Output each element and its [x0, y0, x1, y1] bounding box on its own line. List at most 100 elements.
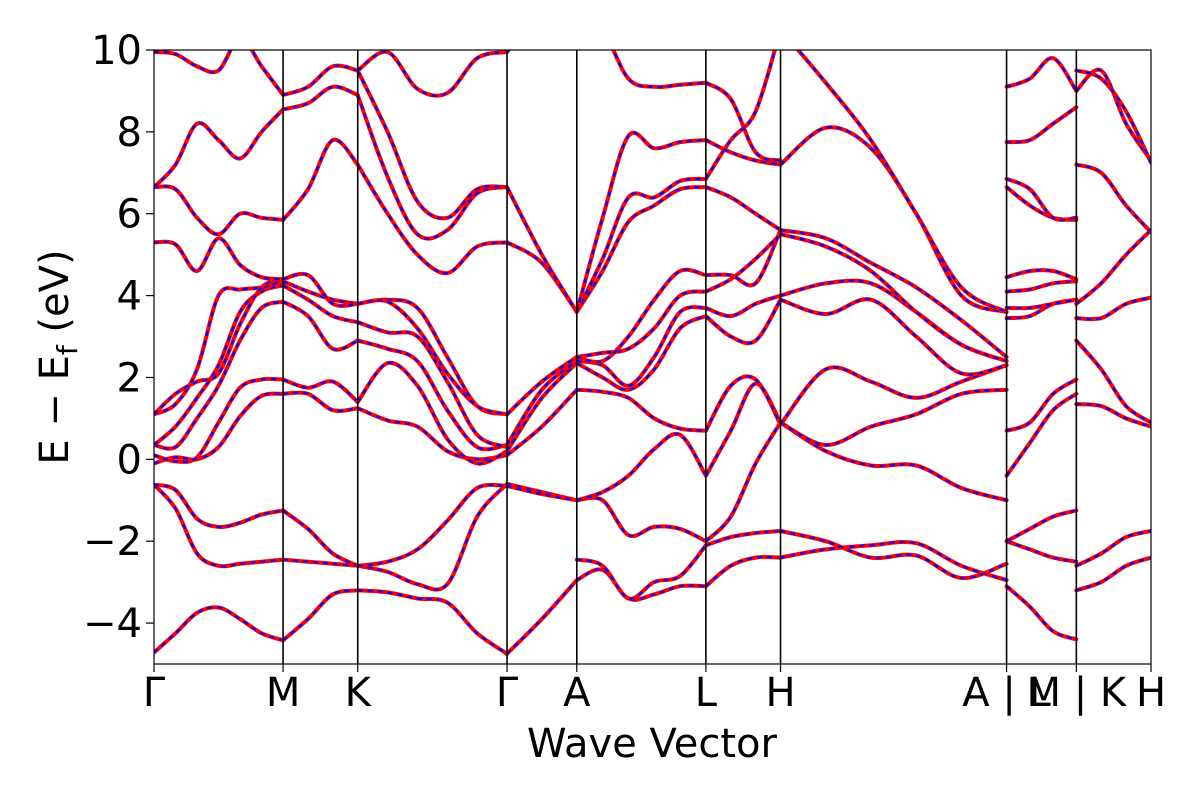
band-line-blue — [705, 299, 782, 345]
band-line-blue — [705, 229, 782, 287]
band-line-red — [505, 50, 511, 54]
band-line-blue — [705, 555, 781, 588]
band-line-blue — [575, 177, 707, 313]
band-line-blue — [1075, 556, 1151, 592]
y-tick-label: 10 — [91, 28, 142, 74]
band-line-blue — [796, 50, 1008, 313]
band-line-red — [574, 543, 708, 601]
band-line-blue — [780, 229, 1008, 358]
high-symmetry-lines — [282, 50, 1078, 664]
y-tick-label: 0 — [117, 437, 142, 483]
band-line-blue — [705, 233, 782, 293]
band-line-blue — [154, 278, 284, 416]
band-line-blue — [282, 284, 358, 324]
band-line-blue — [1006, 540, 1077, 563]
y-tick-label: −4 — [83, 601, 142, 647]
band-line-red — [778, 387, 1009, 447]
band-line-blue — [357, 483, 508, 567]
band-line-blue — [282, 280, 358, 305]
band-line-blue — [506, 484, 578, 502]
band-line-red — [505, 578, 579, 656]
band-line-blue — [282, 558, 358, 567]
band-line-blue — [506, 579, 578, 655]
band-line-blue — [154, 606, 284, 654]
band-line-red — [778, 539, 1009, 583]
band-line-blue — [506, 50, 510, 53]
band-line-blue — [576, 315, 707, 391]
band-line-blue — [506, 360, 578, 446]
band-line-red — [154, 184, 286, 237]
band-line-blue — [282, 300, 359, 351]
x-tick-label: M — [266, 670, 301, 716]
band-line-blue — [356, 361, 508, 465]
band-line-blue — [779, 421, 1007, 502]
band-line-red — [778, 420, 1009, 503]
band-line-blue — [154, 483, 284, 529]
band-line-blue — [282, 509, 359, 567]
band-line-blue — [704, 375, 782, 432]
band-line-blue — [705, 186, 782, 232]
band-line-red — [154, 50, 286, 97]
band-line-red — [281, 588, 360, 643]
band-line-blue — [1075, 69, 1151, 164]
band-line-blue — [356, 164, 508, 275]
band-line-blue — [282, 138, 359, 221]
band-line-blue — [705, 139, 781, 166]
y-tick-label: 2 — [117, 355, 142, 401]
band-line-red — [355, 482, 509, 568]
band-line-blue — [154, 377, 284, 464]
band-line-red — [281, 377, 360, 404]
band-line-blue — [1006, 57, 1078, 92]
band-line-blue — [1006, 509, 1077, 543]
band-line-blue — [612, 50, 707, 89]
band-line-blue — [1075, 339, 1151, 424]
band-line-blue — [780, 529, 1007, 580]
x-axis-label: Wave Vector — [527, 721, 778, 767]
x-tick-label: L — [695, 670, 718, 716]
x-tick-label: K — [345, 670, 373, 716]
band-line-blue — [154, 50, 284, 96]
band-line-blue — [356, 70, 508, 220]
band-line-blue — [1075, 229, 1151, 305]
band-line-blue — [576, 290, 707, 359]
x-tick-label: Γ — [496, 670, 519, 716]
band-line-blue — [282, 272, 358, 308]
band-line-blue — [506, 362, 578, 452]
y-tick-label: 8 — [117, 110, 142, 156]
band-line-blue — [576, 306, 707, 387]
band-line-red — [703, 554, 783, 589]
band-line-blue — [576, 268, 707, 364]
x-tick-label: A | L — [962, 670, 1051, 716]
band-line-red — [795, 50, 1009, 314]
band-line-red — [355, 162, 509, 276]
x-tick-label: H — [765, 670, 795, 716]
band-line-blue — [780, 298, 1007, 376]
band-line-blue — [1076, 296, 1151, 321]
band-line-blue — [575, 186, 707, 313]
band-line-blue — [154, 185, 284, 236]
band-line-blue — [780, 279, 1007, 363]
band-line-red — [1074, 67, 1151, 163]
band-line-blue — [705, 421, 782, 543]
band-line-blue — [779, 388, 1007, 447]
band-line-red — [574, 495, 708, 544]
band-line-blue — [154, 483, 284, 568]
band-line-blue — [1006, 298, 1077, 310]
band-line-blue — [154, 392, 284, 465]
band-line-blue — [282, 589, 358, 642]
band-line-red — [505, 361, 579, 454]
band-line-blue — [357, 50, 508, 97]
plot-frame — [153, 49, 1152, 665]
band-line-blue — [1076, 403, 1151, 428]
y-tick-label: 6 — [117, 192, 142, 238]
band-line-red — [574, 431, 708, 503]
band-line-blue — [357, 339, 508, 451]
band-line-blue — [283, 391, 358, 413]
band-line-blue — [506, 186, 578, 313]
y-axis-label-unit: (eV) — [32, 249, 78, 345]
band-line-blue — [154, 300, 284, 450]
band-line-blue — [154, 280, 284, 416]
band-line-blue — [282, 85, 359, 111]
band-line-blue — [1005, 186, 1077, 221]
